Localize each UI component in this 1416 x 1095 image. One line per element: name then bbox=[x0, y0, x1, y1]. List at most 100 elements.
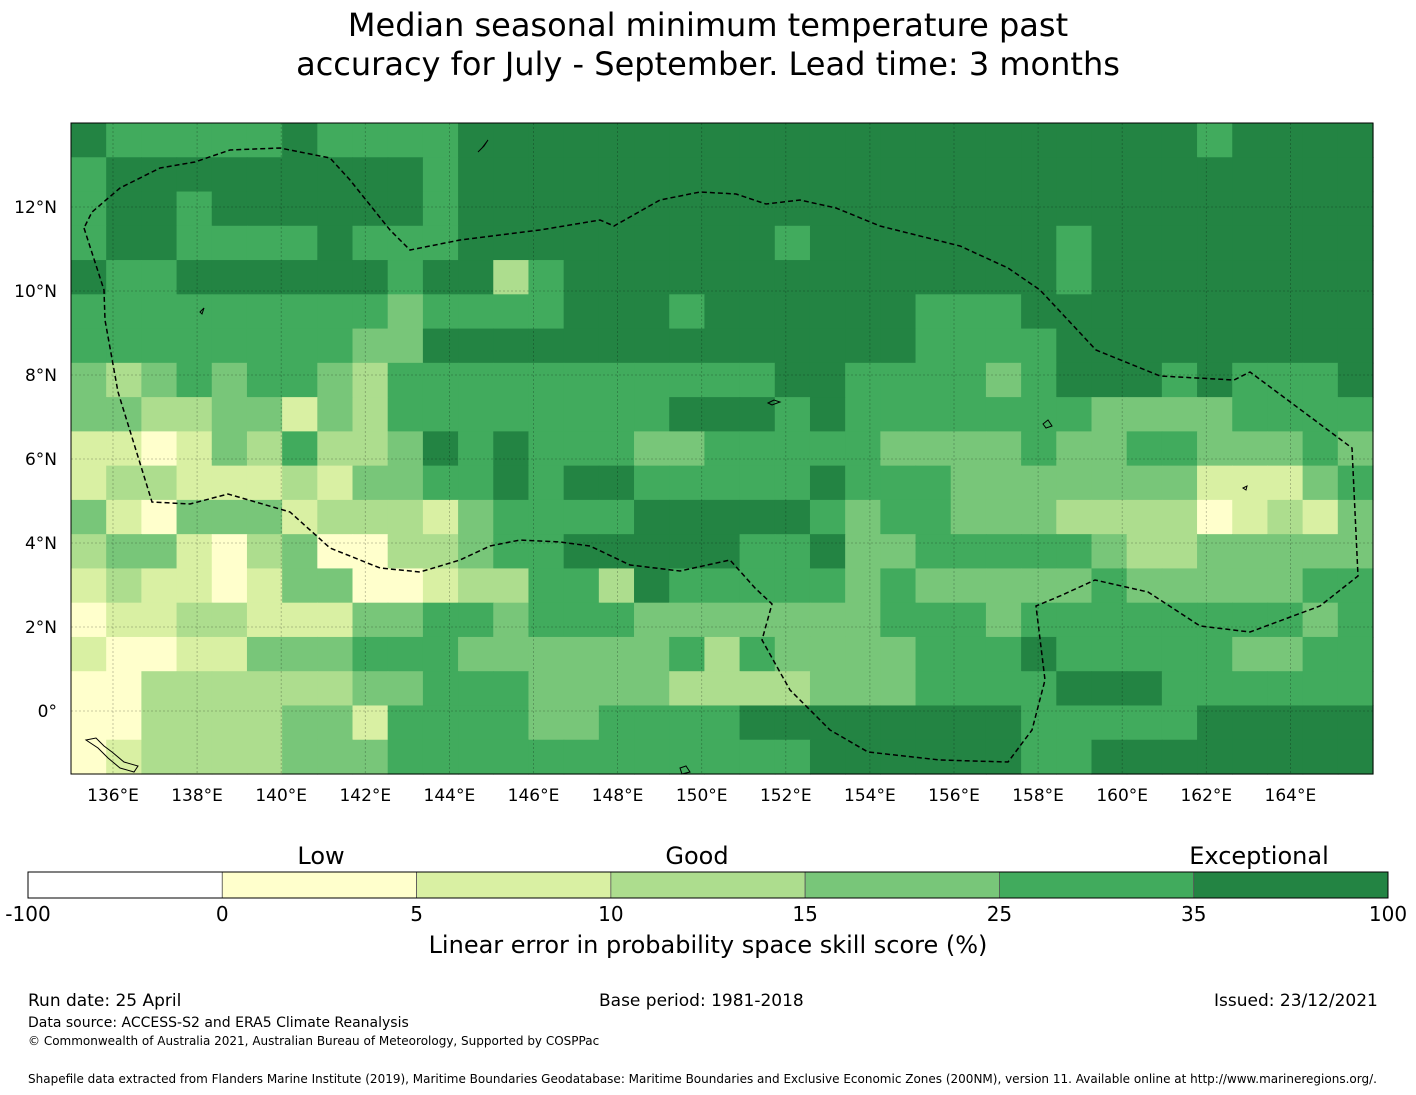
grid-cell bbox=[141, 431, 178, 467]
grid-cell bbox=[880, 534, 917, 570]
grid-cell bbox=[282, 157, 318, 193]
grid-cell bbox=[915, 397, 952, 432]
grid-cell bbox=[141, 568, 178, 604]
grid-cell bbox=[634, 123, 670, 158]
grid-cell bbox=[915, 294, 952, 330]
grid-cell bbox=[1267, 636, 1304, 672]
grid-cell bbox=[950, 260, 987, 295]
grid-cell bbox=[352, 328, 389, 364]
grid-cell bbox=[809, 123, 846, 158]
lon-tick-label: 148°E bbox=[592, 786, 644, 806]
lat-tick-label: 8°N bbox=[25, 366, 57, 386]
grid-cell bbox=[387, 671, 424, 707]
grid-cell bbox=[774, 123, 811, 158]
grid-cell bbox=[1056, 123, 1093, 158]
grid-cell bbox=[1021, 260, 1057, 295]
grid-cell bbox=[774, 294, 811, 330]
grid-cell bbox=[71, 123, 107, 158]
grid-cell bbox=[1021, 328, 1057, 364]
grid-cell bbox=[1161, 362, 1198, 398]
grid-cell bbox=[1267, 602, 1304, 638]
grid-cell bbox=[1021, 705, 1057, 741]
grid-cell bbox=[1056, 671, 1093, 707]
grid-cell bbox=[1126, 225, 1163, 261]
grid-cell bbox=[71, 294, 107, 330]
issued-date: Issued: 23/12/2021 bbox=[1214, 991, 1378, 1011]
grid-cell bbox=[246, 397, 283, 432]
grid-cell bbox=[211, 123, 248, 158]
grid-cell bbox=[880, 157, 917, 193]
grid-cell bbox=[809, 568, 846, 604]
grid-cell bbox=[774, 362, 811, 398]
grid-cell bbox=[71, 499, 107, 535]
grid-cell bbox=[387, 636, 424, 672]
grid-cell bbox=[141, 705, 178, 741]
grid-cell bbox=[211, 499, 248, 535]
grid-cell bbox=[704, 362, 741, 398]
grid-cell bbox=[387, 362, 424, 398]
grid-cell bbox=[880, 431, 917, 467]
grid-cell bbox=[1232, 157, 1269, 193]
lat-tick-label: 10°N bbox=[14, 282, 57, 302]
grid-cell bbox=[915, 123, 952, 158]
grid-cell bbox=[1302, 499, 1339, 535]
map-frame bbox=[70, 122, 1374, 775]
grid-cell bbox=[176, 225, 213, 261]
grid-cell bbox=[1091, 534, 1128, 570]
grid-cell bbox=[71, 191, 107, 227]
grid-cell bbox=[246, 191, 283, 227]
grid-cell bbox=[704, 397, 741, 432]
grid-cell bbox=[422, 534, 459, 570]
grid-cell bbox=[246, 739, 283, 775]
grid-cell bbox=[915, 568, 952, 604]
grid-cell bbox=[352, 294, 389, 330]
grid-cell bbox=[1337, 431, 1374, 467]
grid-cell bbox=[458, 260, 494, 295]
category-exceptional-label: Exceptional bbox=[1189, 842, 1329, 870]
grid-cell bbox=[1161, 123, 1198, 158]
grid-cell bbox=[317, 671, 354, 707]
grid-cell bbox=[985, 157, 1022, 193]
grid-cell bbox=[1232, 534, 1269, 570]
grid-cell bbox=[739, 431, 776, 467]
grid-cell bbox=[106, 534, 142, 570]
grid-cell bbox=[1091, 397, 1128, 432]
grid-cell bbox=[985, 294, 1022, 330]
pohnpei-outline bbox=[1042, 419, 1053, 429]
grid-cell bbox=[106, 294, 142, 330]
grid-cell bbox=[634, 671, 670, 707]
grid-cell bbox=[352, 157, 389, 193]
grid-cell bbox=[1337, 157, 1374, 193]
grid-cell bbox=[211, 328, 248, 364]
grid-cell bbox=[563, 362, 600, 398]
grid-cell bbox=[106, 191, 142, 227]
grid-cell bbox=[915, 431, 952, 467]
grid-cell bbox=[1232, 671, 1269, 707]
grid-cell bbox=[774, 328, 811, 364]
grid-cell bbox=[1302, 568, 1339, 604]
grid-cell bbox=[458, 157, 494, 193]
grid-cell bbox=[1337, 123, 1374, 158]
grid-cell bbox=[317, 123, 354, 158]
lon-tick-label: 136°E bbox=[87, 786, 139, 806]
grid-cell bbox=[598, 123, 635, 158]
grid-cell bbox=[739, 602, 776, 638]
grid-cell bbox=[458, 465, 494, 501]
colorbar-tick-label: 25 bbox=[986, 902, 1013, 926]
grid-cell bbox=[845, 191, 881, 227]
grid-cell bbox=[915, 465, 952, 501]
grid-cell bbox=[458, 431, 494, 467]
grid-cell bbox=[106, 465, 142, 501]
grid-cell bbox=[246, 705, 283, 741]
grid-cell bbox=[71, 636, 107, 672]
grid-cell bbox=[176, 739, 213, 775]
grid-cell bbox=[1126, 397, 1163, 432]
grid-cell bbox=[985, 534, 1022, 570]
grid-cell bbox=[1126, 636, 1163, 672]
colorbar-swatch bbox=[610, 871, 806, 899]
grid-cell bbox=[422, 123, 459, 158]
grid-cell bbox=[845, 157, 881, 193]
grid-cell bbox=[1056, 191, 1093, 227]
colorbar-swatch bbox=[416, 871, 612, 899]
grid-cell bbox=[1056, 225, 1093, 261]
